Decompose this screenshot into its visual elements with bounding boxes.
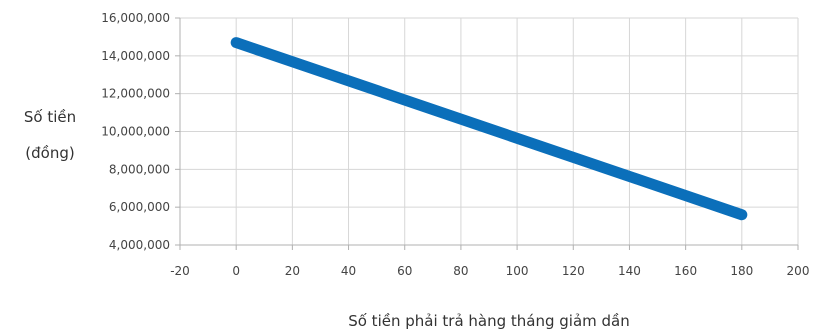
x-tick-label: 120: [562, 264, 585, 278]
y-tick-label: 8,000,000: [109, 162, 170, 176]
x-tick-label: 20: [285, 264, 300, 278]
x-tick-label: 0: [232, 264, 240, 278]
y-axis-title-line-2: (đồng): [25, 144, 74, 162]
axes: [175, 17, 799, 250]
series-layer: [230, 37, 748, 221]
x-tick-label: 140: [618, 264, 641, 278]
x-tick-label: 60: [397, 264, 412, 278]
x-tick-label: 180: [730, 264, 753, 278]
x-tick-label: 100: [506, 264, 529, 278]
y-tick-label: 10,000,000: [101, 125, 170, 139]
y-tick-label: 4,000,000: [109, 238, 170, 252]
y-tick-label: 14,000,000: [101, 49, 170, 63]
tick-labels: -20 0 20 40 60 80 100 120 140 160 180 200 4,000,000 6…: [101, 11, 809, 278]
x-axis-title: Số tiền phải trả hàng tháng giảm dần: [348, 312, 630, 330]
series-line: [230, 37, 748, 221]
x-tick-label: 40: [341, 264, 356, 278]
x-tick-label: 160: [674, 264, 697, 278]
y-tick-label: 6,000,000: [109, 200, 170, 214]
y-tick-label: 16,000,000: [101, 11, 170, 25]
x-tick-label: 200: [787, 264, 810, 278]
y-tick-label: 12,000,000: [101, 87, 170, 101]
x-tick-label: -20: [170, 264, 190, 278]
x-tick-label: 80: [453, 264, 468, 278]
y-axis-title-line-1: Số tiền: [24, 108, 76, 126]
